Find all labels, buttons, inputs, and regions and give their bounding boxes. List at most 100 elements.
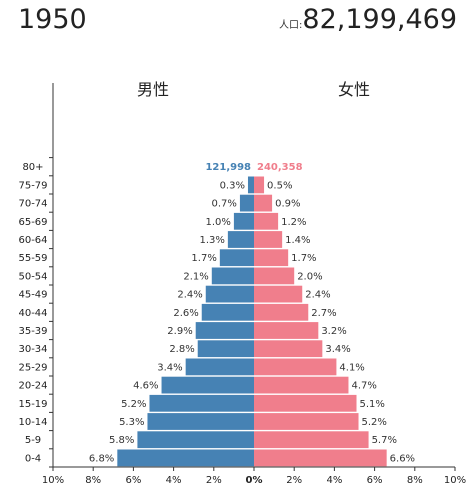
male-value-label: 6.8% <box>89 453 114 464</box>
male-value-label: 0.3% <box>220 180 245 191</box>
male-value-label: 5.3% <box>119 417 144 428</box>
population-value: 82,199,469 <box>302 4 457 35</box>
age-group-label: 80+ <box>22 162 43 173</box>
female-bar <box>254 249 289 267</box>
female-value-label: 5.2% <box>362 417 387 428</box>
male-bar <box>185 358 254 376</box>
female-bar <box>254 267 295 285</box>
female-value-label: 4.1% <box>339 362 364 373</box>
female-value-label: 3.2% <box>321 326 346 337</box>
male-value-label: 2.4% <box>177 290 202 301</box>
male-bar <box>149 394 254 412</box>
age-group-label: 60-64 <box>18 235 47 246</box>
year-title: 1950 <box>18 4 87 35</box>
male-value-label: 2.1% <box>183 271 208 282</box>
age-group-label: 45-49 <box>18 290 47 301</box>
female-bar <box>254 449 387 467</box>
female-value-label: 4.7% <box>351 381 376 392</box>
male-value-label: 4.6% <box>133 381 158 392</box>
age-group-label: 30-34 <box>18 344 47 355</box>
male-value-label: 2.8% <box>169 344 194 355</box>
female-bar <box>254 322 319 339</box>
male-value-label: 1.7% <box>191 253 216 264</box>
male-bar <box>161 376 254 394</box>
population-label: 人口: <box>279 20 303 31</box>
male-value-label: 5.2% <box>121 399 146 410</box>
female-value-label: 5.7% <box>372 435 397 446</box>
female-bar <box>254 176 265 194</box>
male-value-label: 3.4% <box>157 362 182 373</box>
female-count-label: 240,358 <box>257 162 303 173</box>
female-value-label: 1.4% <box>285 235 310 246</box>
male-bar <box>197 340 254 358</box>
x-tick-label: 2% <box>206 475 222 486</box>
female-bar <box>254 340 323 358</box>
male-bar <box>195 322 254 339</box>
male-bar <box>233 212 254 230</box>
female-bar <box>254 358 337 376</box>
male-bar <box>137 431 254 449</box>
age-group-label: 55-59 <box>18 253 47 264</box>
female-value-label: 3.4% <box>325 344 350 355</box>
age-group-label: 40-44 <box>18 308 47 319</box>
male-bar <box>117 449 254 467</box>
female-bar <box>254 413 359 430</box>
female-value-label: 2.0% <box>297 271 322 282</box>
x-tick-label: 2% <box>286 475 302 486</box>
x-tick-label: 8% <box>85 475 101 486</box>
female-value-label: 1.2% <box>281 217 306 228</box>
male-value-label: 2.6% <box>173 308 198 319</box>
female-bar <box>254 303 309 321</box>
male-bar <box>205 285 254 303</box>
x-tick-label: 6% <box>367 475 383 486</box>
male-value-label: 1.3% <box>199 235 224 246</box>
male-bar <box>239 194 254 212</box>
age-group-label: 5-9 <box>25 435 41 446</box>
x-tick-label: 6% <box>125 475 141 486</box>
male-bar <box>201 303 254 321</box>
female-value-label: 0.5% <box>267 180 292 191</box>
male-side-label: 男性 <box>137 80 169 99</box>
population-readout: 人口:82,199,469 <box>279 4 457 35</box>
male-bar <box>247 176 254 194</box>
female-value-label: 2.4% <box>305 290 330 301</box>
age-group-label: 25-29 <box>18 362 47 373</box>
age-group-label: 65-69 <box>18 217 47 228</box>
x-tick-label: 4% <box>166 475 182 486</box>
age-group-label: 15-19 <box>18 399 47 410</box>
male-value-label: 2.9% <box>167 326 192 337</box>
female-value-label: 1.7% <box>291 253 316 264</box>
age-group-label: 75-79 <box>18 180 47 191</box>
x-tick-label: 10% <box>42 475 64 486</box>
female-bar <box>254 376 349 394</box>
female-bar <box>254 231 283 248</box>
male-bar <box>211 267 254 285</box>
female-value-label: 0.9% <box>275 199 300 210</box>
male-count-label: 121,998 <box>205 162 251 173</box>
x-tick-label: 0% <box>246 475 263 486</box>
male-value-label: 5.8% <box>109 435 134 446</box>
female-value-label: 5.1% <box>360 399 385 410</box>
female-bar <box>254 431 369 449</box>
male-value-label: 0.7% <box>212 199 237 210</box>
female-bar <box>254 394 357 412</box>
male-bar <box>147 413 254 430</box>
age-group-label: 10-14 <box>18 417 47 428</box>
age-group-label: 50-54 <box>18 271 47 282</box>
age-group-label: 70-74 <box>18 199 47 210</box>
x-tick-label: 10% <box>444 475 466 486</box>
male-value-label: 1.0% <box>205 217 230 228</box>
female-value-label: 6.6% <box>390 453 415 464</box>
female-bar <box>254 194 273 212</box>
x-tick-label: 4% <box>326 475 342 486</box>
male-bar <box>219 249 254 267</box>
male-bar <box>227 231 254 248</box>
female-side-label: 女性 <box>338 80 370 99</box>
female-bar <box>254 212 279 230</box>
age-group-label: 0-4 <box>25 453 41 464</box>
female-value-label: 2.7% <box>311 308 336 319</box>
x-tick-label: 8% <box>407 475 423 486</box>
age-group-label: 20-24 <box>18 381 47 392</box>
age-group-label: 35-39 <box>18 326 47 337</box>
